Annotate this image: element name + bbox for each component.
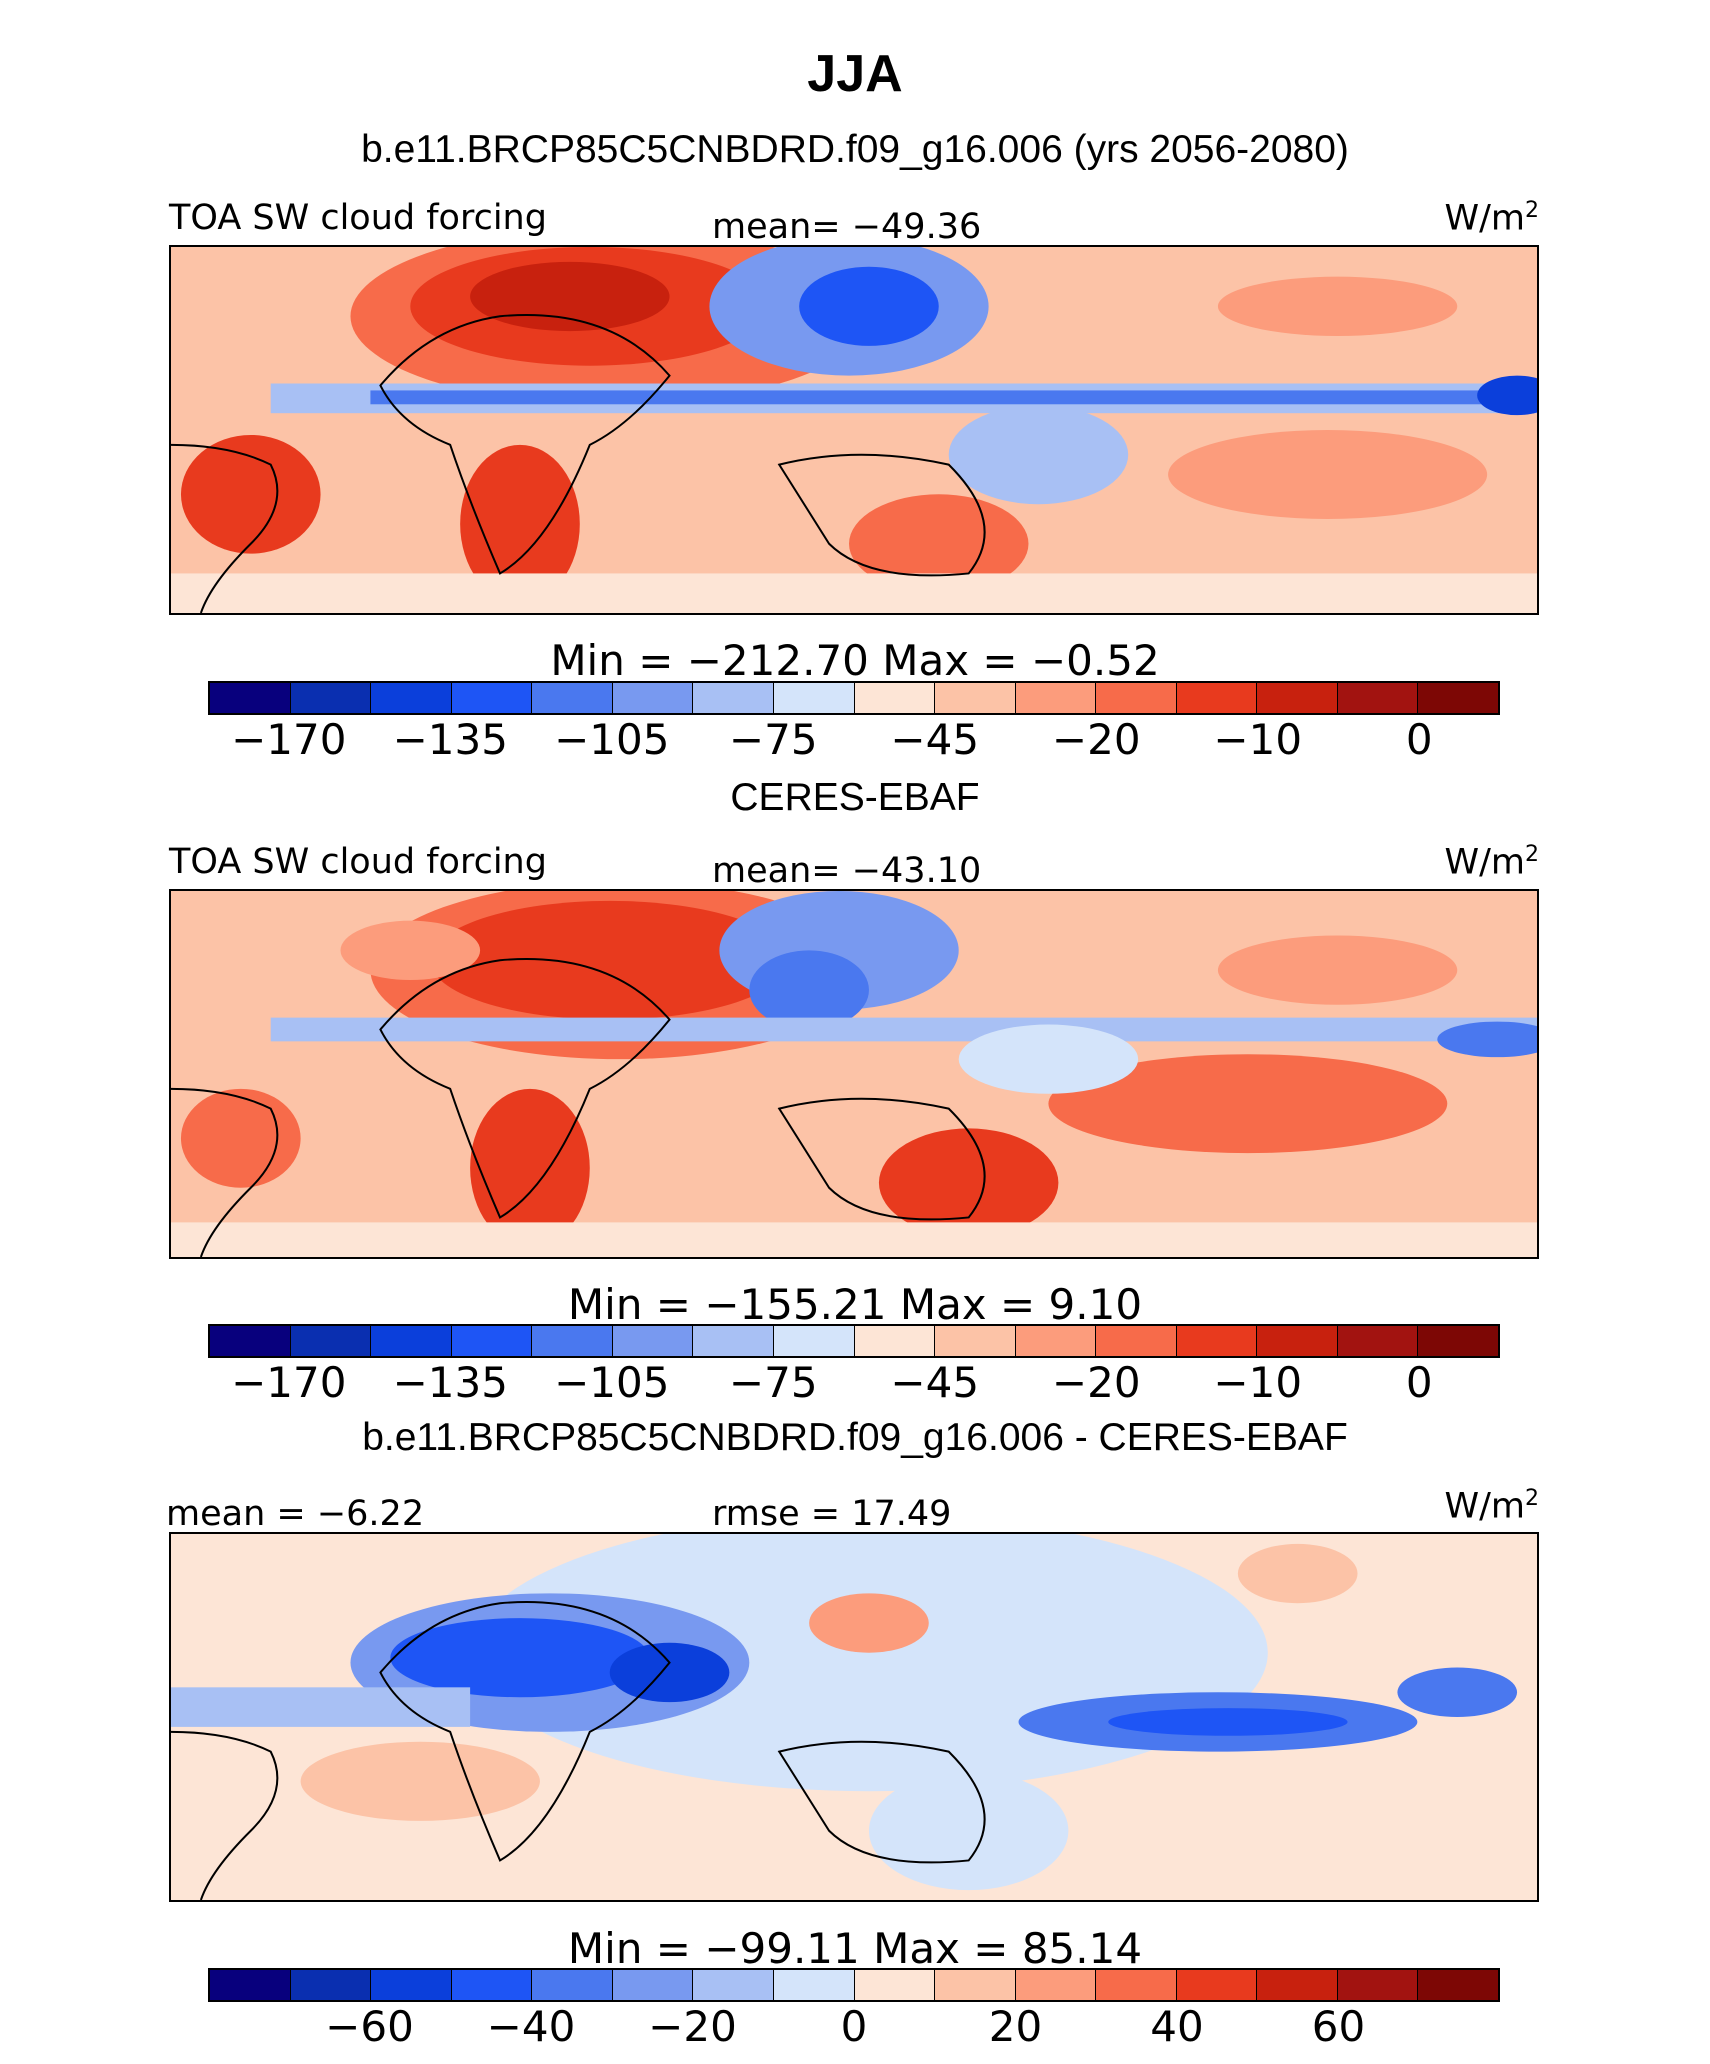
- colorbar-swatch: [1337, 683, 1419, 713]
- colorbar-tick-label: −20: [1051, 715, 1141, 764]
- panel-1-mean-label: mean= −49.36: [712, 207, 982, 247]
- colorbar-tick-label: 0: [1405, 715, 1433, 764]
- colorbar-tick-label: −60: [325, 2002, 414, 2051]
- colorbar-swatch: [935, 683, 1016, 713]
- colorbar-tick-label: −105: [554, 1358, 670, 1407]
- colorbar-tick-label: 0: [1405, 1358, 1433, 1407]
- colorbar-swatch: [1176, 683, 1258, 713]
- colorbar-swatch: [532, 1970, 613, 2000]
- colorbar-swatch: [1418, 1326, 1498, 1356]
- colorbar-swatch: [210, 683, 291, 713]
- colorbar-tick-label: −20: [1051, 1358, 1141, 1407]
- panel-3-minmax: Min = −99.11 Max = 85.14: [567, 1924, 1143, 1973]
- colorbar-swatch: [532, 683, 613, 713]
- colorbar-swatch: [371, 1970, 452, 2000]
- colorbar-swatch: [854, 1970, 936, 2000]
- colorbar-swatch: [1015, 683, 1097, 713]
- colorbar-swatch: [1096, 1326, 1177, 1356]
- colorbar-tick-label: −10: [1213, 715, 1303, 764]
- colorbar-swatch: [1176, 1970, 1258, 2000]
- colorbar-tick-label: −40: [486, 2002, 576, 2051]
- colorbar-swatch: [612, 1326, 694, 1356]
- panel-1-colorbar: [208, 681, 1500, 715]
- panel-3-colorbar: [208, 1968, 1500, 2002]
- colorbar-tick-label: −20: [648, 2002, 737, 2051]
- colorbar-tick-label: −170: [231, 715, 347, 764]
- panel-1-map: [169, 245, 1539, 615]
- panel-3-map: [169, 1532, 1539, 1902]
- colorbar-swatch: [935, 1326, 1016, 1356]
- colorbar-swatch: [210, 1326, 291, 1356]
- colorbar-tick-label: −45: [890, 1358, 980, 1407]
- colorbar-swatch: [1096, 1970, 1177, 2000]
- colorbar-tick-label: 20: [988, 2002, 1043, 2051]
- colorbar-swatch: [1257, 1326, 1338, 1356]
- panel-3-mean-label: mean = −6.22: [166, 1494, 425, 1534]
- colorbar-swatch: [612, 1970, 694, 2000]
- colorbar-swatch: [1418, 1970, 1498, 2000]
- colorbar-swatch: [290, 683, 372, 713]
- panel-3-rmse-label: rmse = 17.49: [712, 1494, 952, 1534]
- panel-2-header: CERES-EBAF: [730, 776, 980, 819]
- panel-2-colorbar: [208, 1324, 1500, 1358]
- colorbar-swatch: [693, 1970, 774, 2000]
- colorbar-swatch: [290, 1970, 372, 2000]
- panel-3-units: W/m2: [1444, 1486, 1540, 1527]
- colorbar-swatch: [210, 1970, 291, 2000]
- panel-2-minmax: Min = −155.21 Max = 9.10: [567, 1280, 1143, 1329]
- colorbar-tick-label: −10: [1213, 1358, 1303, 1407]
- colorbar-swatch: [451, 1326, 533, 1356]
- colorbar-tick-label: −75: [728, 1358, 818, 1407]
- panel-3-header: b.e11.BRCP85C5CNBDRD.f09_g16.006 - CERES…: [362, 1416, 1348, 1459]
- panel-1-units: W/m2: [1444, 198, 1540, 239]
- colorbar-swatch: [854, 1326, 936, 1356]
- panel-1-contour-field: [171, 247, 1537, 613]
- panel-2-map: [169, 889, 1539, 1259]
- colorbar-swatch: [693, 683, 774, 713]
- colorbar-swatch: [1257, 683, 1338, 713]
- colorbar-swatch: [371, 683, 452, 713]
- colorbar-swatch: [693, 1326, 774, 1356]
- panel-1-variable-label: TOA SW cloud forcing: [169, 198, 547, 238]
- panel-1-minmax: Min = −212.70 Max = −0.52: [550, 636, 1160, 685]
- colorbar-swatch: [451, 683, 533, 713]
- colorbar-swatch: [1015, 1970, 1097, 2000]
- colorbar-tick-label: 40: [1150, 2002, 1204, 2051]
- colorbar-swatch: [1418, 683, 1498, 713]
- figure-title: JJA: [807, 45, 903, 103]
- colorbar-swatch: [532, 1326, 613, 1356]
- colorbar-tick-label: −170: [231, 1358, 347, 1407]
- colorbar-tick-label: −45: [890, 715, 980, 764]
- panel-2-units: W/m2: [1444, 842, 1540, 883]
- colorbar-swatch: [371, 1326, 452, 1356]
- colorbar-swatch: [1015, 1326, 1097, 1356]
- colorbar-swatch: [1337, 1326, 1419, 1356]
- colorbar-swatch: [854, 683, 936, 713]
- colorbar-swatch: [773, 1970, 855, 2000]
- panel-2-mean-label: mean= −43.10: [712, 851, 982, 891]
- colorbar-tick-label: −135: [392, 1358, 508, 1407]
- colorbar-swatch: [1337, 1970, 1419, 2000]
- colorbar-swatch: [935, 1970, 1016, 2000]
- colorbar-swatch: [1096, 683, 1177, 713]
- panel-1-header: b.e11.BRCP85C5CNBDRD.f09_g16.006 (yrs 20…: [361, 128, 1349, 171]
- colorbar-tick-label: −105: [554, 715, 670, 764]
- panel-3-contour-field: [171, 1534, 1537, 1900]
- colorbar-swatch: [1257, 1970, 1338, 2000]
- colorbar-swatch: [1176, 1326, 1258, 1356]
- panel-2-variable-label: TOA SW cloud forcing: [169, 842, 547, 882]
- colorbar-swatch: [290, 1326, 372, 1356]
- colorbar-swatch: [773, 1326, 855, 1356]
- panel-2-contour-field: [171, 891, 1537, 1257]
- colorbar-swatch: [451, 1970, 533, 2000]
- colorbar-tick-label: −75: [728, 715, 818, 764]
- colorbar-tick-label: 60: [1311, 2002, 1366, 2051]
- colorbar-swatch: [612, 683, 694, 713]
- colorbar-tick-label: 0: [840, 2002, 868, 2051]
- colorbar-tick-label: −135: [392, 715, 508, 764]
- colorbar-swatch: [773, 683, 855, 713]
